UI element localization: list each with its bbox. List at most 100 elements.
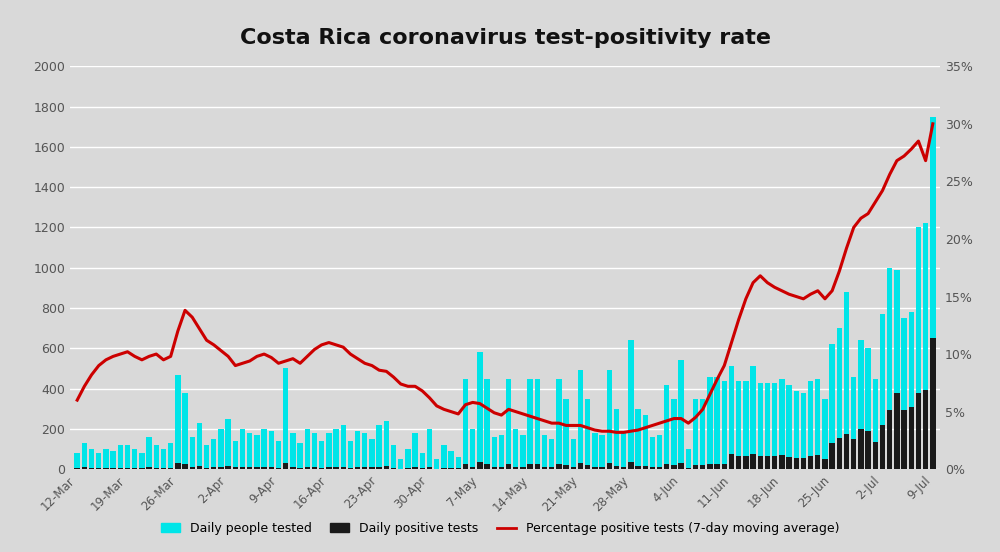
Bar — [463, 464, 468, 469]
Bar — [139, 468, 145, 469]
Bar — [204, 468, 209, 469]
Bar — [225, 419, 231, 469]
Bar — [779, 379, 785, 469]
Bar — [233, 468, 238, 469]
Bar — [132, 468, 137, 469]
Bar — [312, 433, 317, 469]
Bar — [412, 467, 418, 469]
Bar — [168, 443, 173, 469]
Legend: Daily people tested, Daily positive tests, Percentage positive tests (7-day movi: Daily people tested, Daily positive test… — [156, 517, 844, 540]
Bar — [154, 468, 159, 469]
Bar — [376, 466, 382, 469]
Bar — [621, 431, 626, 469]
Bar — [348, 468, 353, 469]
Bar — [635, 465, 641, 469]
Bar — [527, 464, 533, 469]
Bar — [118, 445, 123, 469]
Bar — [729, 367, 734, 469]
Bar — [369, 439, 375, 469]
Bar — [204, 445, 209, 469]
Bar — [930, 338, 936, 469]
Bar — [269, 467, 274, 469]
Bar — [844, 434, 849, 469]
Bar — [837, 328, 842, 469]
Bar — [283, 463, 288, 469]
Bar — [686, 449, 691, 469]
Bar — [585, 465, 590, 469]
Bar — [463, 379, 468, 469]
Bar — [657, 467, 662, 469]
Bar — [341, 466, 346, 469]
Bar — [851, 376, 856, 469]
Bar — [585, 399, 590, 469]
Bar — [815, 379, 820, 469]
Bar — [477, 462, 483, 469]
Bar — [571, 439, 576, 469]
Bar — [139, 453, 145, 469]
Bar — [563, 399, 569, 469]
Bar — [405, 449, 411, 469]
Bar — [829, 344, 835, 469]
Bar — [923, 390, 928, 469]
Bar — [772, 383, 777, 469]
Bar — [513, 467, 518, 469]
Bar — [312, 467, 317, 469]
Bar — [161, 468, 166, 469]
Bar — [125, 468, 130, 469]
Bar — [693, 465, 698, 469]
Bar — [887, 410, 892, 469]
Bar — [750, 367, 756, 469]
Bar — [786, 385, 792, 469]
Bar — [348, 441, 353, 469]
Bar — [765, 456, 770, 469]
Bar — [743, 380, 749, 469]
Bar — [707, 376, 713, 469]
Bar — [492, 437, 497, 469]
Bar — [154, 445, 159, 469]
Bar — [254, 467, 260, 469]
Bar — [175, 463, 181, 469]
Bar — [290, 433, 296, 469]
Bar — [556, 379, 562, 469]
Bar — [240, 467, 245, 469]
Bar — [276, 441, 281, 469]
Bar — [513, 429, 518, 469]
Bar — [74, 453, 80, 469]
Bar — [420, 453, 425, 469]
Bar — [96, 453, 101, 469]
Bar — [247, 467, 252, 469]
Bar — [297, 443, 303, 469]
Bar — [168, 468, 173, 469]
Bar — [362, 467, 367, 469]
Bar — [197, 466, 202, 469]
Bar — [923, 224, 928, 469]
Bar — [837, 438, 842, 469]
Bar — [592, 467, 598, 469]
Bar — [571, 468, 576, 469]
Bar — [614, 408, 619, 469]
Bar — [916, 227, 921, 469]
Bar — [110, 468, 116, 469]
Bar — [319, 441, 324, 469]
Bar — [909, 312, 914, 469]
Bar — [355, 467, 360, 469]
Bar — [873, 442, 878, 469]
Bar — [175, 374, 181, 469]
Bar — [441, 445, 447, 469]
Bar — [765, 383, 770, 469]
Bar — [82, 467, 87, 469]
Bar — [283, 369, 288, 469]
Bar — [305, 429, 310, 469]
Bar — [182, 464, 188, 469]
Bar — [822, 399, 828, 469]
Bar — [650, 437, 655, 469]
Bar — [909, 407, 914, 469]
Bar — [750, 454, 756, 469]
Bar — [434, 459, 439, 469]
Bar — [441, 468, 447, 469]
Bar — [779, 455, 785, 469]
Bar — [103, 468, 109, 469]
Bar — [700, 399, 705, 469]
Bar — [520, 467, 526, 469]
Bar — [700, 465, 705, 469]
